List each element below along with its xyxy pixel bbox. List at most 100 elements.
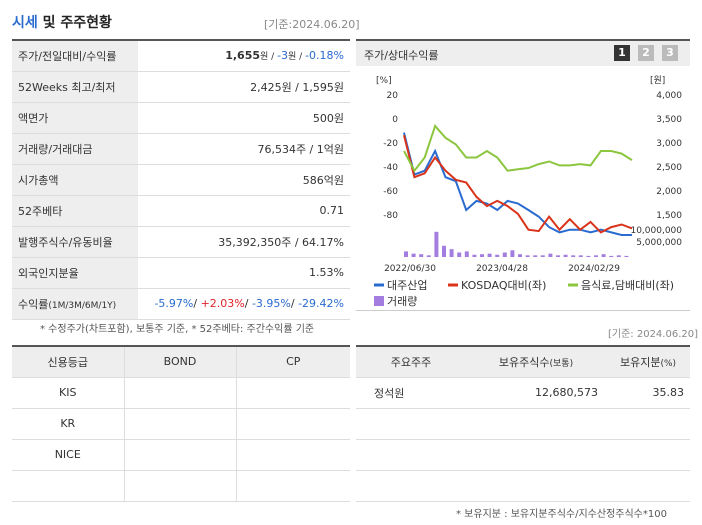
credit-rating-table: 신용등급 BOND CP KIS KR NICE	[12, 345, 350, 502]
volume-bar	[556, 255, 560, 257]
info-label: 52Weeks 최고/최저	[12, 71, 138, 103]
note-left: * 수정주가(차트포함), 보통주 기준, * 52주베타: 주간수익률 기준	[40, 324, 315, 335]
volume-bar	[571, 255, 576, 257]
holder-shares	[466, 408, 606, 440]
info-row: 시가총액 586억원	[12, 164, 350, 196]
credit-cell	[12, 470, 125, 502]
holder-stake	[606, 439, 690, 471]
info-row: 액면가 500원	[12, 102, 350, 134]
holder-name	[356, 408, 466, 440]
volume-bar	[609, 255, 614, 257]
price-info-table: 주가/전일대비/수익률 1,655원 / -3원 / -0.18% 52Weeks …	[12, 39, 350, 320]
info-row: 52주베타 0.71	[12, 195, 350, 227]
chart-tab-1[interactable]: 1	[614, 45, 630, 61]
info-value: 1,655원 / -3원 / -0.18%	[138, 39, 350, 72]
legend-label: 대주산업	[387, 279, 427, 292]
volume-bar	[495, 254, 500, 257]
right-tick-label: 3,500	[656, 115, 682, 125]
holders-header-name: 주요주주	[356, 345, 466, 378]
info-value: -5.97%/ +2.03%/ -3.95%/ -29.42%	[138, 288, 350, 320]
stock-chart: [%] [원] 20 0 -20 -40 -60 -80 4,000 3,500 3,000 2,50…	[374, 75, 682, 308]
chart-tab-2[interactable]: 2	[638, 45, 654, 61]
series-line-1	[403, 134, 633, 234]
credit-cell	[124, 439, 237, 471]
info-label: 발행주식수/유동비율	[12, 226, 138, 258]
info-value: 0.71	[138, 195, 350, 227]
info-value: 1.53%	[138, 257, 350, 289]
volume-bar	[578, 255, 583, 257]
credit-header: BOND	[124, 345, 237, 378]
credit-cell: KIS	[12, 377, 125, 409]
volume-bar	[442, 245, 446, 257]
volume-tick-label: 10,000,000	[630, 226, 682, 236]
volume-bar	[434, 231, 439, 257]
table-row	[356, 470, 690, 502]
chart-panel: 주가/상대수익률 1 2 3 [%] [원] 20 0 -20 -40 -60 -80 4,00…	[356, 39, 690, 311]
holder-name	[356, 470, 466, 502]
table-row	[356, 408, 690, 440]
volume-bar	[616, 255, 621, 257]
volume-bar	[502, 252, 507, 257]
holder-shares: 12,680,573	[466, 377, 606, 409]
info-value: 586억원	[138, 164, 350, 196]
holder-shares	[466, 470, 606, 502]
right-tick-label: 2,500	[656, 163, 682, 173]
table-row	[356, 439, 690, 471]
credit-cell	[124, 408, 237, 440]
x-tick-label: 2023/04/28	[476, 264, 528, 274]
x-tick-label: 2024/02/29	[568, 264, 620, 274]
info-label: 52주베타	[12, 195, 138, 227]
right-tick-label: 2,000	[656, 187, 682, 197]
info-label: 주가/전일대비/수익률	[12, 39, 138, 72]
credit-cell	[236, 377, 350, 409]
reference-date-right: [기준: 2024.06.20]	[608, 329, 699, 340]
right-tick-label: 3,000	[656, 139, 682, 149]
volume-bar	[419, 254, 424, 257]
left-tick-label: -40	[383, 163, 398, 173]
volume-bar	[563, 254, 568, 257]
volume-bar	[487, 253, 492, 257]
volume-bar	[411, 253, 416, 257]
table-row: KR	[12, 408, 350, 440]
volume-bar	[404, 251, 408, 257]
holder-stake: 35.83	[606, 377, 690, 409]
volume-bar	[464, 251, 469, 257]
legend-label: KOSDAQ대비(좌)	[461, 279, 546, 292]
credit-cell: KR	[12, 408, 125, 440]
table-row: KIS	[12, 377, 350, 409]
info-value: 76,534주 / 1억원	[138, 133, 350, 165]
holder-name	[356, 439, 466, 471]
x-tick-label: 2022/06/30	[384, 264, 436, 274]
legend-swatch-volume	[374, 296, 384, 306]
info-label: 시가총액	[12, 164, 138, 196]
note-bottom: * 보유지분 : 보유지분주식수/지수산정주식수*100	[456, 509, 667, 520]
table-row	[12, 470, 350, 502]
table-row: 정석원 12,680,573 35.83	[356, 377, 690, 409]
right-axis-label: [원]	[650, 75, 665, 86]
volume-bar	[480, 254, 484, 257]
major-holders-table: 주요주주 보유주식수(보통) 보유지분(%) 정석원 12,680,573 35.8…	[356, 345, 690, 502]
credit-cell	[236, 470, 350, 502]
volume-bar	[518, 254, 522, 257]
chart-title: 주가/상대수익률	[364, 49, 439, 62]
legend-label: 음식료,담배대비(좌)	[581, 279, 674, 292]
chart-tab-3[interactable]: 3	[662, 45, 678, 61]
volume-bar	[540, 255, 545, 257]
left-tick-label: -60	[383, 187, 398, 197]
left-tick-label: 20	[387, 91, 399, 101]
left-tick-label: -80	[383, 211, 398, 221]
volume-bar	[624, 255, 629, 257]
credit-header: 신용등급	[12, 345, 125, 378]
credit-cell	[124, 470, 237, 502]
info-value: 2,425원 / 1,595원	[138, 71, 350, 103]
volume-tick-label: 5,000,000	[636, 238, 682, 248]
right-tick-label: 1,500	[656, 211, 682, 221]
holder-stake	[606, 470, 690, 502]
table-row: NICE	[12, 439, 350, 471]
volume-bar	[510, 250, 515, 257]
info-label: 거래량/거래대금	[12, 133, 138, 165]
holder-name: 정석원	[356, 377, 466, 409]
volume-bar	[457, 252, 462, 257]
volume-bar	[449, 249, 454, 257]
info-label: 외국인지분율	[12, 257, 138, 289]
